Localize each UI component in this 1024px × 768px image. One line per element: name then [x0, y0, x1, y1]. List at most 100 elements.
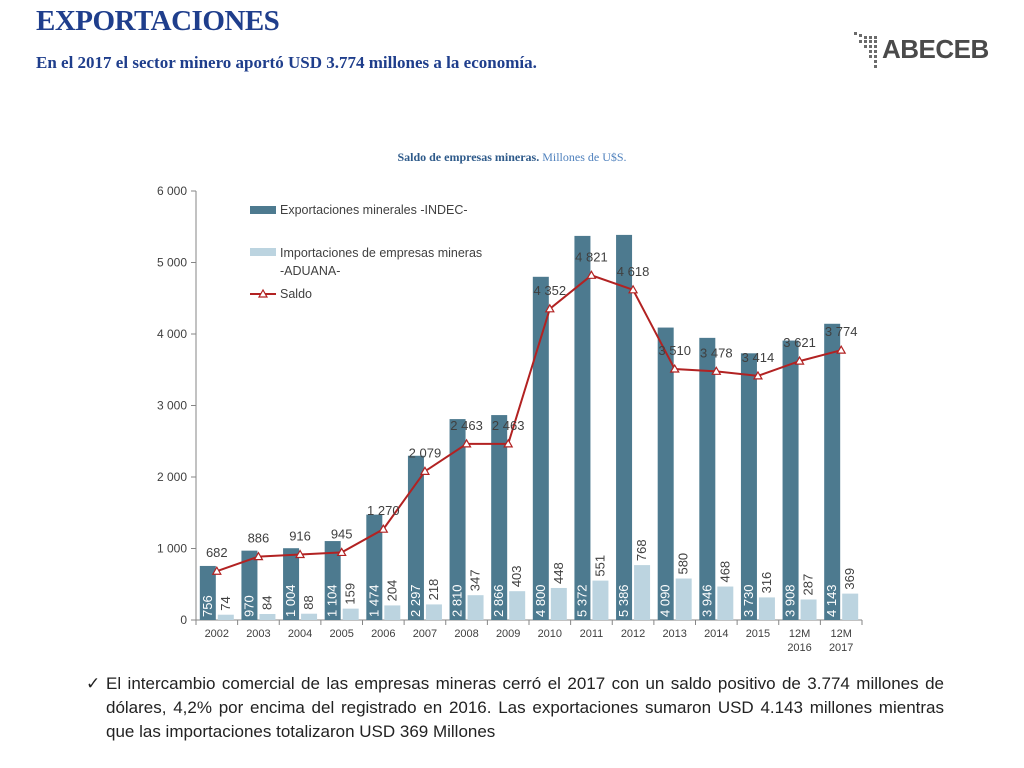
legend-label-saldo: Saldo: [280, 287, 312, 301]
export-bar-label: 2 297: [408, 584, 423, 617]
saldo-marker: [669, 363, 680, 373]
import-bar-label: 204: [384, 580, 399, 602]
saldo-marker: [794, 355, 805, 365]
import-bar-label: 768: [634, 539, 649, 561]
import-bar-label: 159: [343, 583, 358, 605]
export-bar: [824, 323, 841, 620]
abeceb-logo: ABECEB: [852, 30, 992, 72]
saldo-label: 2 079: [409, 445, 442, 460]
x-tick-label: 2014: [704, 628, 728, 640]
saldo-label: 945: [331, 526, 353, 541]
saldo-marker: [419, 466, 430, 475]
import-bar: [758, 597, 775, 620]
saldo-label: 886: [248, 531, 270, 546]
saldo-label: 2 463: [450, 418, 483, 433]
saldo-marker: [628, 284, 639, 294]
saldo-marker: [752, 370, 763, 380]
export-bar: [199, 565, 216, 620]
chart-title-units: Millones de U$S.: [542, 150, 627, 164]
export-bar-label: 4 800: [533, 584, 548, 617]
import-bar-label: 369: [842, 568, 857, 590]
export-bar: [782, 340, 799, 620]
y-tick-label: 6 000: [157, 184, 187, 198]
saldo-label: 3 478: [700, 345, 733, 360]
export-bar-label: 3 908: [783, 584, 798, 617]
export-bar: [657, 327, 674, 620]
export-bar: [324, 541, 341, 620]
saldo-label: 4 618: [617, 264, 650, 279]
import-bar: [384, 605, 401, 620]
saldo-chart: 0 1 000 2 000 3 000 4 000 5 000 6 000 756 74 2002…: [157, 184, 863, 654]
import-bar: [717, 586, 734, 620]
page-subtitle: En el 2017 el sector minero aportó USD 3…: [36, 53, 537, 72]
export-bar-label: 5 386: [616, 584, 631, 617]
import-bar: [425, 604, 442, 620]
saldo-label: 4 821: [575, 249, 608, 264]
export-bar: [740, 353, 757, 620]
saldo-marker: [544, 303, 555, 313]
saldo-marker: [295, 549, 306, 559]
export-bar-label: 3 946: [699, 584, 714, 617]
saldo-label: 1 270: [367, 503, 400, 518]
saldo-label: 3 774: [825, 324, 858, 339]
import-bar: [634, 565, 651, 620]
import-bar: [217, 614, 234, 620]
export-bar: [491, 415, 508, 620]
saldo-label: 682: [206, 545, 228, 560]
saldo-label: 916: [289, 529, 311, 544]
x-tick-label: 12M 2017: [829, 628, 853, 654]
y-tick-label: 5 000: [157, 256, 187, 270]
import-bar-label: 403: [509, 565, 524, 587]
saldo-marker: [336, 547, 347, 557]
import-bar: [800, 599, 817, 620]
export-bar-label: 1 104: [325, 584, 340, 617]
x-tick-label: 2007: [413, 628, 437, 640]
saldo-marker: [253, 551, 264, 561]
x-tick-label: 2006: [371, 628, 395, 640]
import-bar-label: 88: [301, 595, 316, 609]
summary-note: ✓ El intercambio comercial de las empres…: [86, 672, 944, 744]
y-tick-label: 3 000: [157, 399, 187, 413]
import-bar-label: 468: [717, 561, 732, 583]
saldo-marker: [461, 438, 472, 448]
x-tick-label: 2002: [205, 628, 229, 640]
import-bar-label: 580: [676, 553, 691, 575]
check-icon: ✓: [86, 674, 101, 693]
import-bar-label: 316: [759, 572, 774, 594]
y-tick-label: 0: [180, 613, 187, 627]
saldo-label: 3 510: [658, 343, 691, 358]
import-bar-label: 74: [218, 596, 233, 610]
x-tick-label: 2009: [496, 628, 520, 640]
export-bar: [283, 548, 300, 620]
x-tick-label: 2004: [288, 628, 312, 640]
legend-swatch-exports: [250, 206, 276, 214]
export-bar-label: 1 474: [366, 584, 381, 617]
x-tick-label: 2011: [580, 628, 604, 640]
export-bar-label: 2 866: [491, 584, 506, 617]
import-bar-label: 218: [426, 579, 441, 601]
saldo-label: 4 352: [534, 283, 567, 298]
export-bar: [699, 337, 716, 620]
export-bar: [574, 235, 591, 621]
legend-swatch-imports: [250, 248, 276, 256]
chart-title: Saldo de empresas mineras. Millones de U…: [0, 150, 1024, 165]
saldo-line: [216, 274, 842, 573]
x-tick-label: 2003: [246, 628, 270, 640]
saldo-label: 3 621: [783, 335, 816, 350]
import-bar: [675, 578, 692, 620]
export-bar-label: 5 372: [574, 584, 589, 617]
import-bar: [301, 613, 318, 620]
saldo-marker: [711, 366, 722, 375]
y-tick-label: 4 000: [157, 327, 187, 341]
import-bar: [342, 608, 359, 620]
import-bar: [467, 595, 484, 620]
saldo-marker: [211, 566, 222, 575]
export-bar: [532, 276, 549, 620]
chart-title-bold: Saldo de empresas mineras.: [397, 150, 540, 164]
saldo-marker: [378, 523, 389, 533]
x-tick-label: 2005: [329, 628, 353, 640]
export-bar: [241, 550, 258, 620]
legend-marker-saldo: [257, 288, 269, 298]
export-bar-label: 3 730: [741, 584, 756, 617]
page-title: EXPORTACIONES: [36, 5, 280, 37]
